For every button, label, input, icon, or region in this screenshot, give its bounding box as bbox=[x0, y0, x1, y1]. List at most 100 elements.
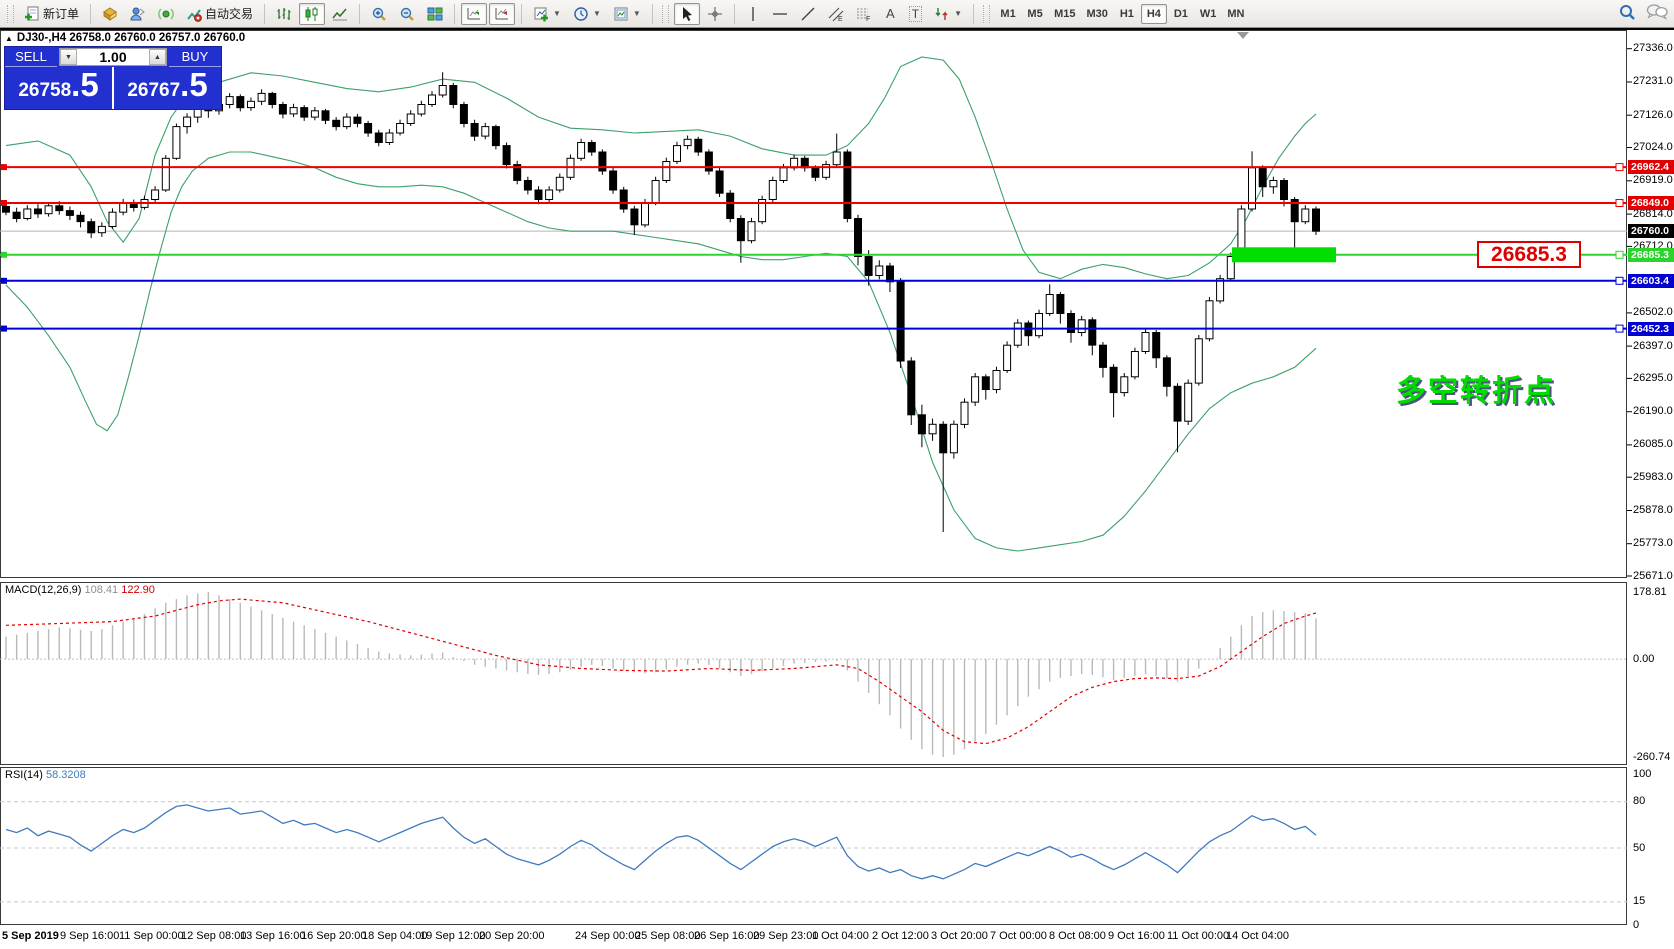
chat-icon[interactable] bbox=[1646, 3, 1668, 26]
search-icon[interactable] bbox=[1618, 3, 1636, 26]
pane-separator[interactable] bbox=[0, 763, 1627, 767]
indicators-button[interactable]: ▼ bbox=[528, 3, 566, 25]
new-order-icon bbox=[24, 6, 40, 22]
chart-shift-button[interactable] bbox=[489, 2, 516, 25]
line-anchor[interactable] bbox=[1, 325, 7, 332]
fibonacci-tool-button[interactable]: F bbox=[851, 3, 877, 25]
zoom-in-button[interactable] bbox=[366, 3, 392, 25]
line-anchor[interactable] bbox=[1, 164, 7, 171]
annotation-text[interactable]: 多空转折点 bbox=[1396, 375, 1556, 408]
timeframe-button-m15[interactable]: M15 bbox=[1054, 7, 1076, 20]
timeframe-button-m1[interactable]: M1 bbox=[1000, 7, 1016, 20]
auto-scroll-button[interactable] bbox=[461, 2, 488, 25]
arrows-tool-button[interactable]: ▼ bbox=[929, 3, 967, 25]
tile-windows-button[interactable] bbox=[422, 3, 448, 25]
volume-increase-button[interactable]: ▲ bbox=[149, 49, 166, 65]
timeframe-button-m5[interactable]: M5 bbox=[1027, 7, 1043, 20]
timeframe-button-m30[interactable]: M30 bbox=[1086, 7, 1108, 20]
periods-button[interactable]: ▼ bbox=[568, 3, 606, 25]
chart-shift-icon bbox=[494, 6, 510, 22]
text-tool-button[interactable]: A bbox=[879, 3, 902, 25]
volume-decrease-button[interactable]: ▼ bbox=[60, 49, 77, 65]
chart-shift-marker-icon bbox=[1237, 32, 1249, 39]
line-anchor[interactable] bbox=[1615, 324, 1624, 333]
dropdown-arrow: ▼ bbox=[592, 9, 601, 18]
trendline-icon bbox=[800, 6, 816, 22]
sell-price-button[interactable]: 26758 .5 bbox=[5, 67, 112, 109]
line-anchor[interactable] bbox=[1615, 163, 1624, 172]
line-chart-icon bbox=[332, 6, 348, 22]
toolbar-drag-handle[interactable] bbox=[7, 4, 14, 23]
timeframe-button-d1[interactable]: D1 bbox=[1173, 7, 1188, 20]
vertical-line-tool-button[interactable] bbox=[741, 3, 765, 25]
timeframe-button-w1[interactable]: W1 bbox=[1199, 7, 1217, 20]
profile-button[interactable] bbox=[125, 3, 151, 25]
price-label-box[interactable]: 26685.3 bbox=[1477, 241, 1581, 268]
buy-button[interactable]: BUY bbox=[169, 47, 221, 67]
timeframe-group: M1 M5 M15 M30 H1 H4 D1 W1 MN bbox=[995, 3, 1249, 24]
line-anchor[interactable] bbox=[1, 200, 7, 206]
crosshair-tool-button[interactable] bbox=[702, 3, 728, 25]
autotrading-button[interactable]: 自动交易 bbox=[181, 3, 258, 25]
line-anchor[interactable] bbox=[1615, 250, 1624, 259]
main-toolbar: 新订单 自动交易 ▼ ▼ ▼ E F A T ▼ M1 M5 M15 M30 H1 H4 D… bbox=[0, 0, 1674, 28]
volume-input[interactable]: 1.00 bbox=[99, 49, 127, 65]
auto-scroll-icon bbox=[466, 6, 482, 22]
separator bbox=[973, 3, 975, 24]
line-anchor[interactable] bbox=[1, 251, 7, 258]
metaeditor-button[interactable] bbox=[97, 3, 123, 25]
zoom-in-icon bbox=[371, 6, 387, 22]
metaeditor-icon bbox=[102, 6, 118, 22]
line-anchor[interactable] bbox=[1615, 276, 1624, 285]
sell-button[interactable]: SELL bbox=[5, 47, 57, 67]
trendline-tool-button[interactable] bbox=[795, 3, 821, 25]
new-order-button[interactable]: 新订单 bbox=[19, 3, 84, 25]
macd-main-value: 108.41 bbox=[84, 584, 119, 596]
bollinger-lower-band[interactable] bbox=[5, 151, 1317, 552]
rsi-pane-border bbox=[0, 767, 1627, 925]
timeframe-button-h1[interactable]: H1 bbox=[1119, 7, 1134, 20]
cursor-tool-button[interactable] bbox=[673, 2, 700, 25]
dropdown-arrow: ▼ bbox=[954, 9, 963, 18]
buy-price-button[interactable]: 26767 .5 bbox=[114, 67, 221, 109]
buy-price-frac: .5 bbox=[180, 66, 208, 103]
support-zone-rect[interactable] bbox=[1232, 247, 1336, 263]
candlestick-chart-icon bbox=[304, 6, 320, 22]
templates-button[interactable]: ▼ bbox=[608, 3, 646, 25]
new-order-label: 新订单 bbox=[43, 7, 80, 21]
zoom-out-button[interactable] bbox=[394, 3, 420, 25]
macd-histogram bbox=[5, 592, 1317, 757]
line-anchor[interactable] bbox=[1, 277, 7, 284]
timeframe-button-mn[interactable]: MN bbox=[1227, 7, 1245, 20]
vertical-line-icon bbox=[746, 6, 760, 22]
bar-chart-icon bbox=[276, 6, 292, 22]
dropdown-arrow: ▼ bbox=[632, 9, 641, 18]
line-chart-button[interactable] bbox=[327, 3, 353, 25]
macd-pane-border bbox=[0, 582, 1627, 765]
templates-icon bbox=[613, 6, 629, 22]
toolbar-drag-handle[interactable] bbox=[661, 4, 669, 23]
horizontal-line-tool-button[interactable] bbox=[767, 3, 793, 25]
candlestick-chart-button[interactable] bbox=[299, 2, 326, 25]
channel-tool-button[interactable]: E bbox=[823, 3, 849, 25]
signals-button[interactable] bbox=[153, 3, 179, 25]
candles[interactable] bbox=[2, 72, 1320, 532]
collapse-panel-arrow-icon[interactable]: ▲ bbox=[5, 33, 13, 43]
bar-chart-button[interactable] bbox=[271, 3, 297, 25]
line-anchor[interactable] bbox=[1615, 199, 1624, 207]
signals-icon bbox=[158, 6, 174, 22]
crosshair-icon bbox=[707, 6, 723, 22]
timeframe-button-h4[interactable]: H4 bbox=[1140, 3, 1167, 24]
fibonacci-icon: F bbox=[856, 6, 872, 22]
text-label-tool-button[interactable]: T bbox=[904, 3, 927, 25]
buy-price-main: 26767 bbox=[127, 80, 181, 101]
separator bbox=[264, 3, 266, 24]
macd-indicator-label: MACD(12,26,9) 108.41 122.90 bbox=[5, 584, 155, 596]
toolbar-drag-handle[interactable] bbox=[983, 4, 991, 23]
fibo-f-glyph: F bbox=[866, 16, 870, 22]
separator bbox=[521, 3, 523, 24]
rsi-line bbox=[5, 804, 1317, 880]
pane-separator[interactable] bbox=[0, 578, 1627, 582]
